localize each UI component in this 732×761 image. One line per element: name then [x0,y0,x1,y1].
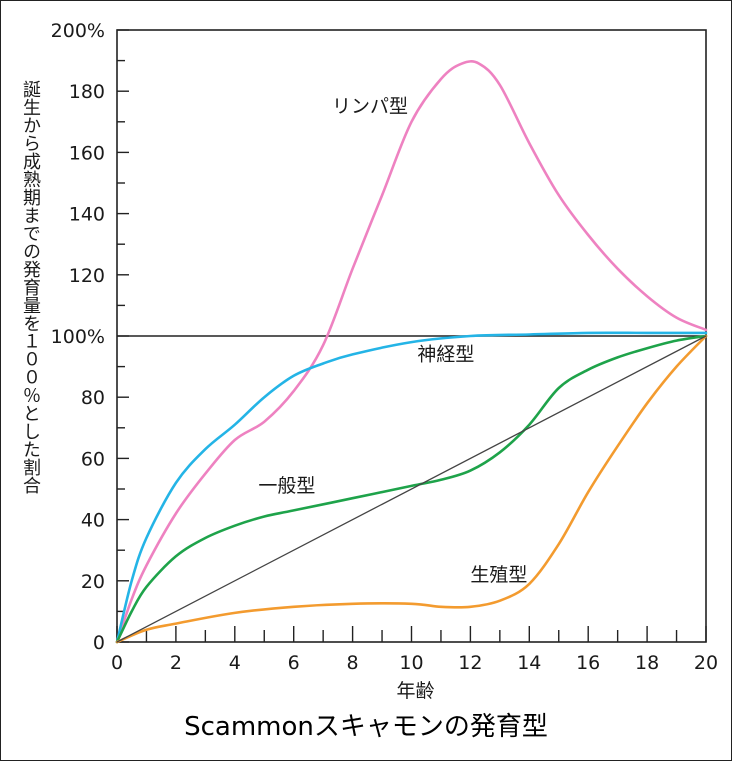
x-tick-label: 16 [576,652,600,674]
series-annotation: 一般型 [258,475,315,497]
series-line-lymphoid [115,60,708,644]
series-line-linear [116,335,707,643]
y-tick-label: 160 [69,142,105,164]
x-tick-label: 14 [517,652,541,674]
y-axis-label: 誕生から成熟期までの発育量を１００％とした割合 [20,80,41,494]
series-line-genital [115,334,708,644]
y-tick-label: 100% [51,326,105,348]
y-tick-label: 140 [69,204,105,226]
y-tick-label: 60 [81,448,105,470]
y-tick-label: 40 [81,510,105,532]
x-tick-label: 0 [111,652,123,674]
chart-title: Scammonスキャモンの発育型 [184,712,548,742]
x-axis-label: 年齢 [396,680,434,702]
y-tick-label: 200% [51,20,105,42]
series-line-general [115,334,708,644]
x-tick-label: 2 [170,652,182,674]
series-annotation: リンパ型 [332,96,408,118]
series-annotation: 生殖型 [470,564,527,586]
x-tick-label: 12 [458,652,482,674]
y-tick-label: 80 [81,387,105,409]
y-tick-label: 20 [81,571,105,593]
x-tick-label: 20 [694,652,718,674]
y-tick-label: 120 [69,265,105,287]
series-line-neural [115,331,708,644]
x-tick-label: 18 [635,652,659,674]
series-annotation: 神経型 [417,343,474,365]
y-tick-label: 180 [69,81,105,103]
x-tick-label: 8 [347,652,359,674]
x-tick-label: 6 [288,652,300,674]
y-tick-label: 0 [93,632,105,654]
x-tick-label: 10 [399,652,423,674]
x-tick-label: 4 [229,652,241,674]
